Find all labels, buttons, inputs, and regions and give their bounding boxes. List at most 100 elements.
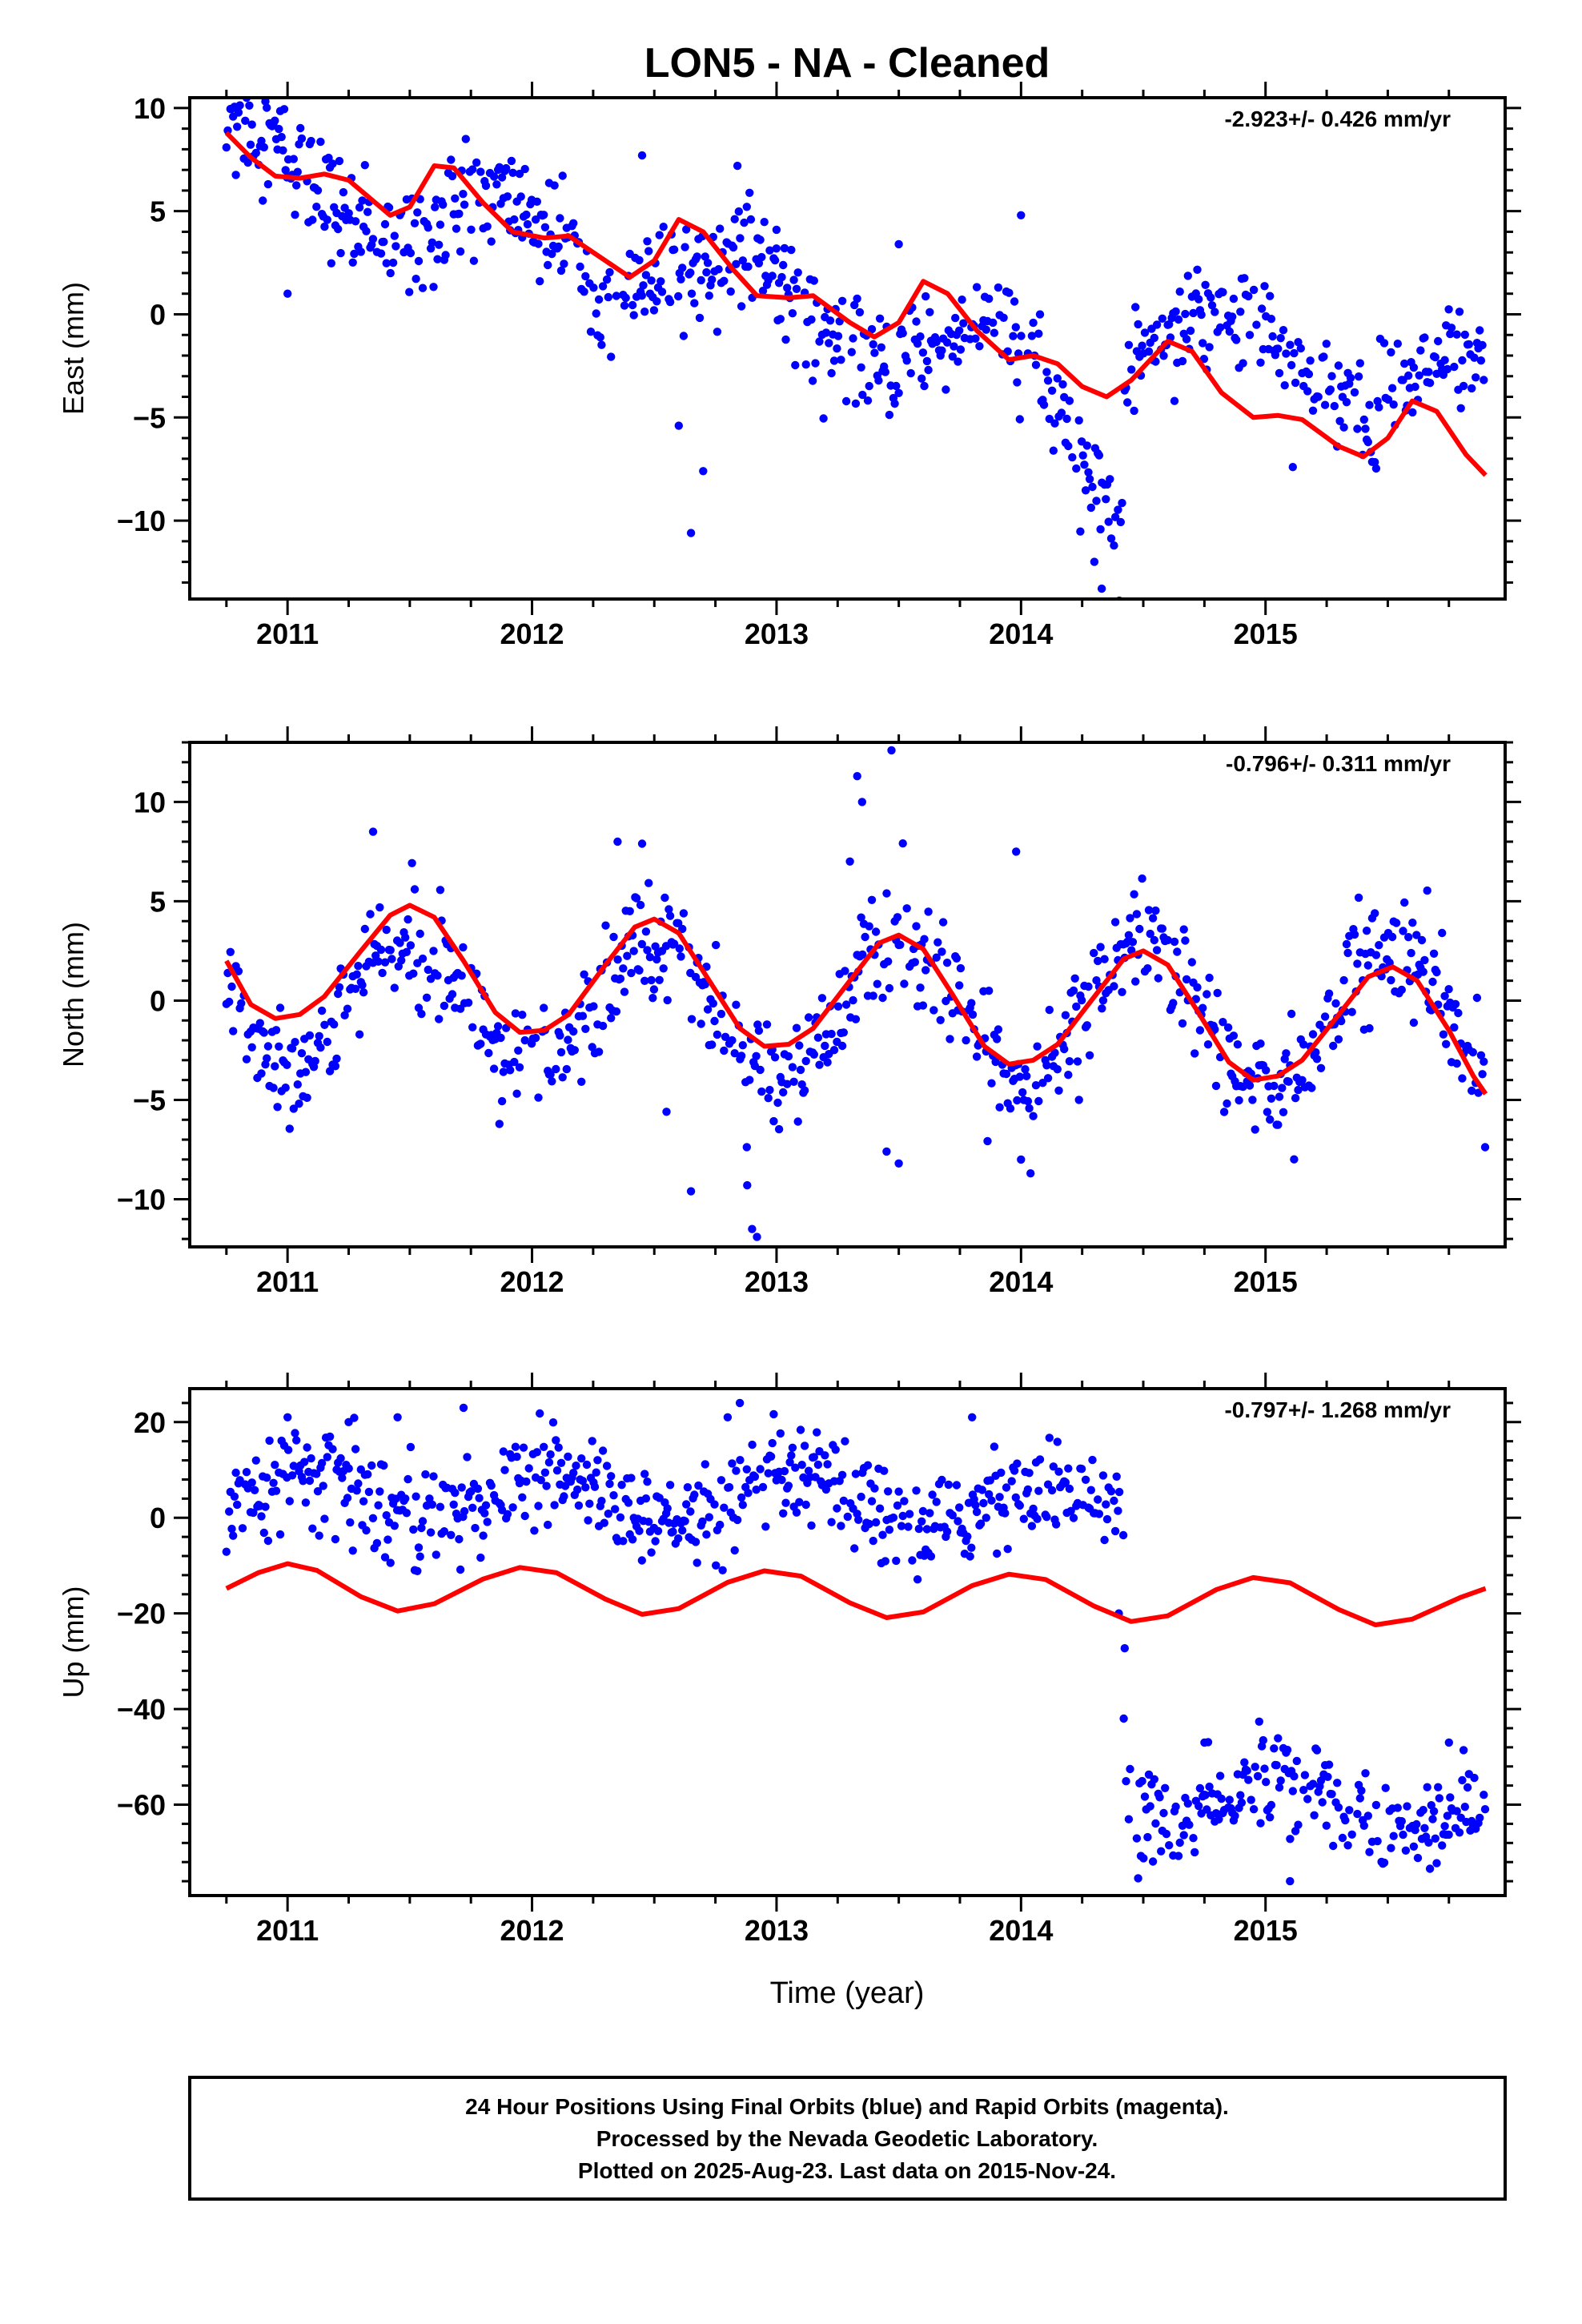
north-point [849,995,857,1005]
north-ytick-label: −5 [133,1084,166,1116]
east-ytick-label: 0 [150,298,166,331]
up-point [768,1438,777,1448]
east-point [1211,308,1219,316]
up-point [1124,1815,1134,1823]
north-point [956,963,966,973]
up-point [540,1468,550,1478]
up-point [1452,1807,1461,1815]
up-point [1215,1815,1223,1823]
north-point [355,1030,364,1039]
east-point [736,234,745,243]
north-point [1480,1057,1488,1066]
up-point [893,1501,902,1510]
north-point [1478,1070,1487,1079]
east-point [808,376,817,385]
north-point [1284,1077,1293,1086]
up-point [1460,1803,1470,1811]
north-point [410,885,420,894]
east-point [308,215,317,224]
east-point [922,356,932,366]
east-point [576,262,584,271]
east-point [1274,344,1283,353]
up-point [475,1494,484,1502]
north-point [679,909,689,918]
east-point [912,317,921,326]
up-point [1357,1786,1366,1795]
east-point [452,224,461,233]
up-point [590,1482,600,1491]
north-point [1077,995,1086,1005]
east-point [975,342,984,351]
east-point [413,208,422,217]
up-point [305,1476,315,1486]
up-point [524,1464,533,1473]
up-point [530,1526,539,1535]
east-point [1065,396,1074,405]
up-point [682,1500,691,1509]
up-point [250,1486,259,1495]
east-point [234,108,243,117]
north-point [1170,937,1179,947]
north-point [499,1068,508,1076]
up-point [428,1500,436,1510]
north-point [1298,1076,1307,1085]
up-point [417,1523,426,1533]
up-point [938,1475,946,1485]
east-point [779,260,788,270]
up-point [738,1501,747,1510]
north-point [315,1031,323,1041]
north-point [259,1028,268,1037]
east-point [362,227,371,235]
east-point [376,249,386,258]
east-point [768,271,777,280]
up-point [263,1536,273,1546]
east-point [874,376,883,385]
north-point [1100,955,1109,963]
north-point [1362,927,1371,935]
east-point [251,86,259,94]
east-point [447,155,456,164]
up-point [1189,1834,1198,1843]
figure-title: LON5 - NA - Cleaned [644,40,1050,86]
north-point [358,980,367,990]
east-point [1365,400,1374,409]
east-point [1375,403,1383,412]
north-point [351,984,360,994]
up-point [837,1470,847,1480]
east-point [1334,361,1343,370]
north-point [1400,898,1409,907]
up-point [426,1528,436,1537]
east-point [1440,356,1449,364]
north-point [1387,975,1395,985]
east-point [334,224,343,234]
up-point [837,1522,845,1530]
north-point [789,1077,798,1087]
north-point [800,1086,809,1095]
up-point [554,1443,563,1452]
east-point [1174,315,1183,324]
north-point [609,932,618,942]
up-point [976,1519,986,1528]
east-point [279,105,289,114]
up-point [1231,1811,1239,1820]
up-point [1023,1485,1033,1494]
up-point [1157,1847,1166,1856]
north-point [1148,914,1158,923]
north-point [386,946,395,955]
east-point [1181,309,1190,319]
up-point [368,1514,378,1523]
up-point [997,1468,1006,1478]
east-point [360,161,369,170]
east-point [789,275,798,284]
up-point [908,1556,917,1565]
north-point [1132,910,1142,919]
north-point [429,947,438,955]
east-point [644,247,653,255]
up-point [627,1474,636,1482]
up-point [1148,1857,1158,1866]
up-point [1042,1513,1051,1522]
up-point [1286,1835,1295,1844]
north-point [994,1025,1003,1034]
north-point [647,975,656,985]
east-point [356,247,365,256]
